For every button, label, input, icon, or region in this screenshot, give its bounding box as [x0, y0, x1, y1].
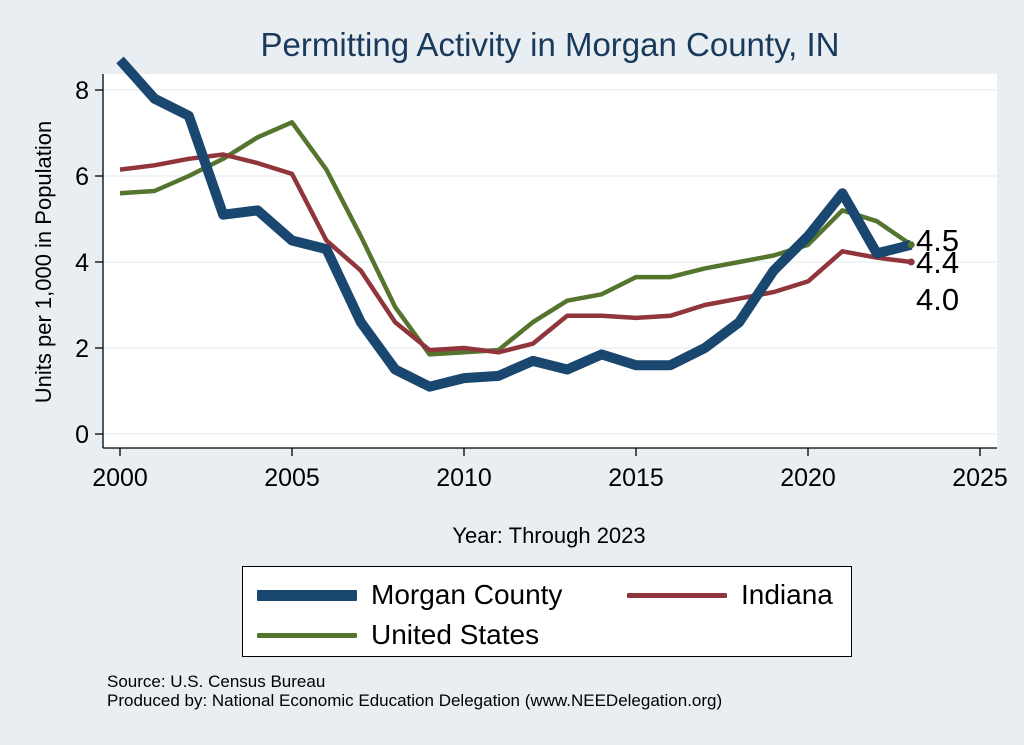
x-tick-label-2015: 2015: [608, 464, 664, 492]
y-tick-label-0: 0: [75, 421, 89, 449]
x-tick-label-2025: 2025: [952, 464, 1008, 492]
legend-item-united-states: United States: [257, 619, 539, 651]
legend-swatch-indiana: [627, 592, 727, 598]
line-chart: 0 2 4 6 8 2000 2005 2010 2015 2020 2025 4.54.44.0: [75, 56, 1008, 492]
x-tick-label-2000: 2000: [92, 464, 148, 492]
series-line-morgan-county: [116, 56, 913, 392]
grid-lines: [103, 89, 997, 435]
source-note: Source: U.S. Census Bureau Produced by: …: [107, 672, 722, 710]
end-label-indiana: 4.0: [916, 282, 959, 317]
x-tick-label-2020: 2020: [780, 464, 836, 492]
legend-swatch-morgan-county: [257, 589, 357, 601]
legend-label-morgan-county: Morgan County: [371, 579, 563, 610]
x-tick-label-2005: 2005: [264, 464, 320, 492]
legend: Morgan County Indiana United States: [242, 566, 852, 657]
axes: 0 2 4 6 8 2000 2005 2010 2015 2020 2025: [75, 74, 1008, 492]
legend-label-indiana: Indiana: [741, 579, 833, 610]
source-line: Source: U.S. Census Bureau: [107, 672, 326, 691]
series-line-indiana: [119, 152, 912, 355]
y-tick-label-6: 6: [75, 163, 89, 191]
x-axis-label: Year: Through 2023: [452, 523, 646, 548]
y-tick-label-8: 8: [75, 77, 89, 105]
legend-label-united-states: United States: [371, 619, 540, 650]
y-axis-label: Units per 1,000 in Population: [31, 120, 56, 404]
end-marker-united-states: [907, 241, 915, 249]
legend-item-morgan-county: Morgan County: [257, 579, 562, 611]
series-lines: [116, 56, 915, 392]
legend-swatch-united-states: [257, 632, 357, 638]
end-label-united-states: 4.5: [916, 223, 959, 258]
series-line-united-states: [119, 120, 913, 357]
plot-area: [103, 74, 997, 448]
chart-title: Permitting Activity in Morgan County, IN: [260, 26, 840, 63]
legend-item-indiana: Indiana: [627, 579, 833, 611]
y-tick-label-4: 4: [75, 249, 89, 277]
y-tick-label-2: 2: [75, 335, 89, 363]
end-label-morgan-county: 4.4: [916, 245, 959, 280]
end-marker-indiana: [907, 258, 915, 266]
x-tick-label-2010: 2010: [436, 464, 492, 492]
producer-line: Produced by: National Economic Education…: [107, 691, 723, 710]
end-labels: 4.54.44.0: [916, 223, 959, 317]
